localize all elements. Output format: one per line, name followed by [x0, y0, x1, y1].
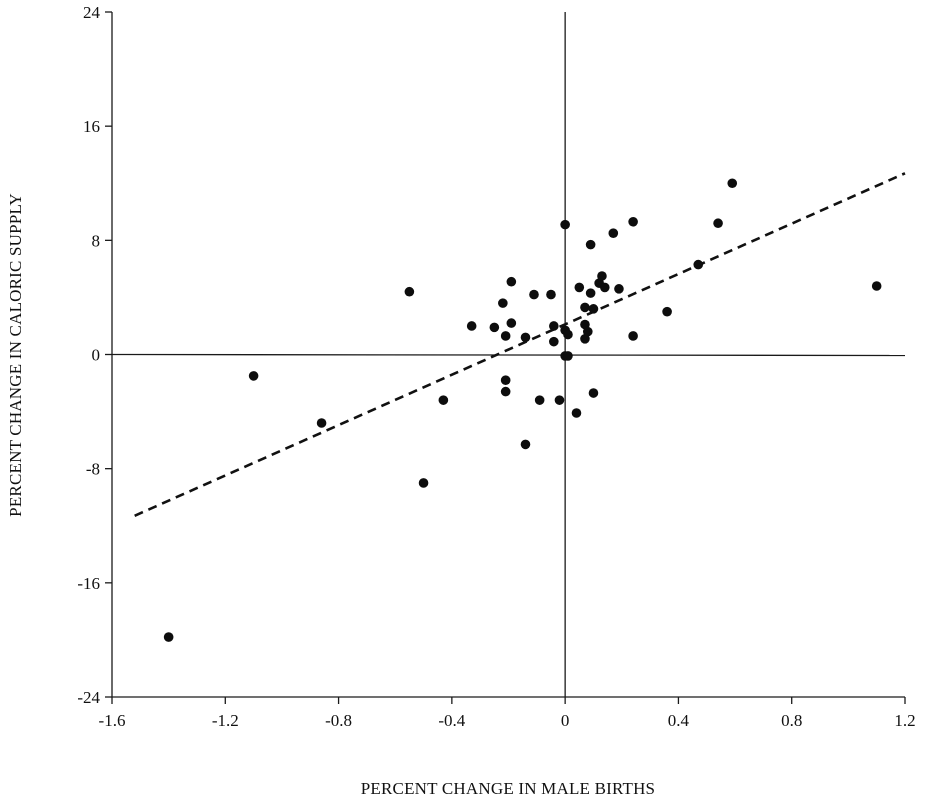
horizontal-zero-line: [111, 353, 906, 357]
x-tick-label: -0.8: [325, 711, 352, 730]
x-axis-title: PERCENT CHANGE IN MALE BIRTHS: [361, 779, 655, 798]
data-point: [563, 351, 573, 361]
data-point: [713, 218, 723, 229]
data-point: [438, 395, 449, 405]
data-point: [583, 326, 593, 337]
regression-fit-line: [134, 172, 906, 517]
data-point: [588, 304, 599, 314]
data-point: [506, 318, 517, 328]
data-point: [500, 386, 511, 397]
data-point: [563, 329, 573, 340]
data-point: [614, 284, 624, 294]
data-point: [608, 228, 619, 238]
y-tick-label: -8: [86, 460, 100, 479]
data-point: [597, 271, 607, 281]
data-point: [248, 371, 259, 381]
y-tick-label: 16: [83, 117, 100, 136]
data-point: [588, 388, 599, 398]
data-point: [418, 478, 429, 488]
x-tick-label: -0.4: [438, 711, 465, 730]
y-tick-label: 24: [83, 3, 101, 22]
x-tick-label: 0.8: [781, 711, 802, 730]
data-point: [163, 632, 174, 642]
data-point: [662, 306, 672, 317]
data-points: [163, 178, 882, 642]
y-tick-label: -16: [77, 574, 100, 593]
data-point: [585, 288, 596, 298]
data-point: [554, 395, 565, 405]
data-point: [546, 289, 556, 300]
data-point: [529, 289, 539, 300]
y-ticks: -24 -16 -8 0 8 16 24: [77, 3, 112, 707]
data-point: [520, 332, 531, 343]
data-point: [500, 375, 511, 385]
x-tick-label: 0.4: [668, 711, 690, 730]
x-tick-label: -1.6: [99, 711, 126, 730]
data-point: [500, 331, 511, 341]
data-point: [727, 178, 738, 189]
data-point: [628, 331, 638, 341]
data-point: [404, 286, 415, 297]
data-point: [580, 302, 590, 313]
data-point: [316, 418, 327, 428]
data-point: [506, 276, 517, 287]
data-point: [871, 281, 882, 291]
data-point: [489, 322, 500, 333]
data-point: [520, 439, 531, 450]
data-point: [498, 298, 508, 308]
data-point: [534, 395, 545, 405]
data-point: [693, 259, 704, 270]
data-point: [560, 219, 570, 230]
data-point: [571, 408, 582, 418]
data-point: [585, 239, 596, 250]
y-axis-title: PERCENT CHANGE IN CALORIC SUPPLY: [6, 193, 25, 517]
x-tick-label: -1.2: [212, 711, 239, 730]
y-tick-label: 0: [92, 346, 101, 365]
x-tick-label: 0: [561, 711, 570, 730]
data-point: [574, 282, 585, 293]
y-tick-label: -24: [77, 688, 100, 707]
data-point: [549, 321, 559, 331]
data-point: [599, 282, 610, 293]
x-tick-label: 1.2: [894, 711, 915, 730]
data-point: [466, 321, 477, 331]
data-point: [549, 336, 559, 347]
y-tick-label: 8: [92, 231, 101, 250]
x-ticks: -1.6 -1.2 -0.8 -0.4 0 0.4 0.8 1.2: [99, 697, 916, 730]
data-point: [628, 216, 638, 227]
